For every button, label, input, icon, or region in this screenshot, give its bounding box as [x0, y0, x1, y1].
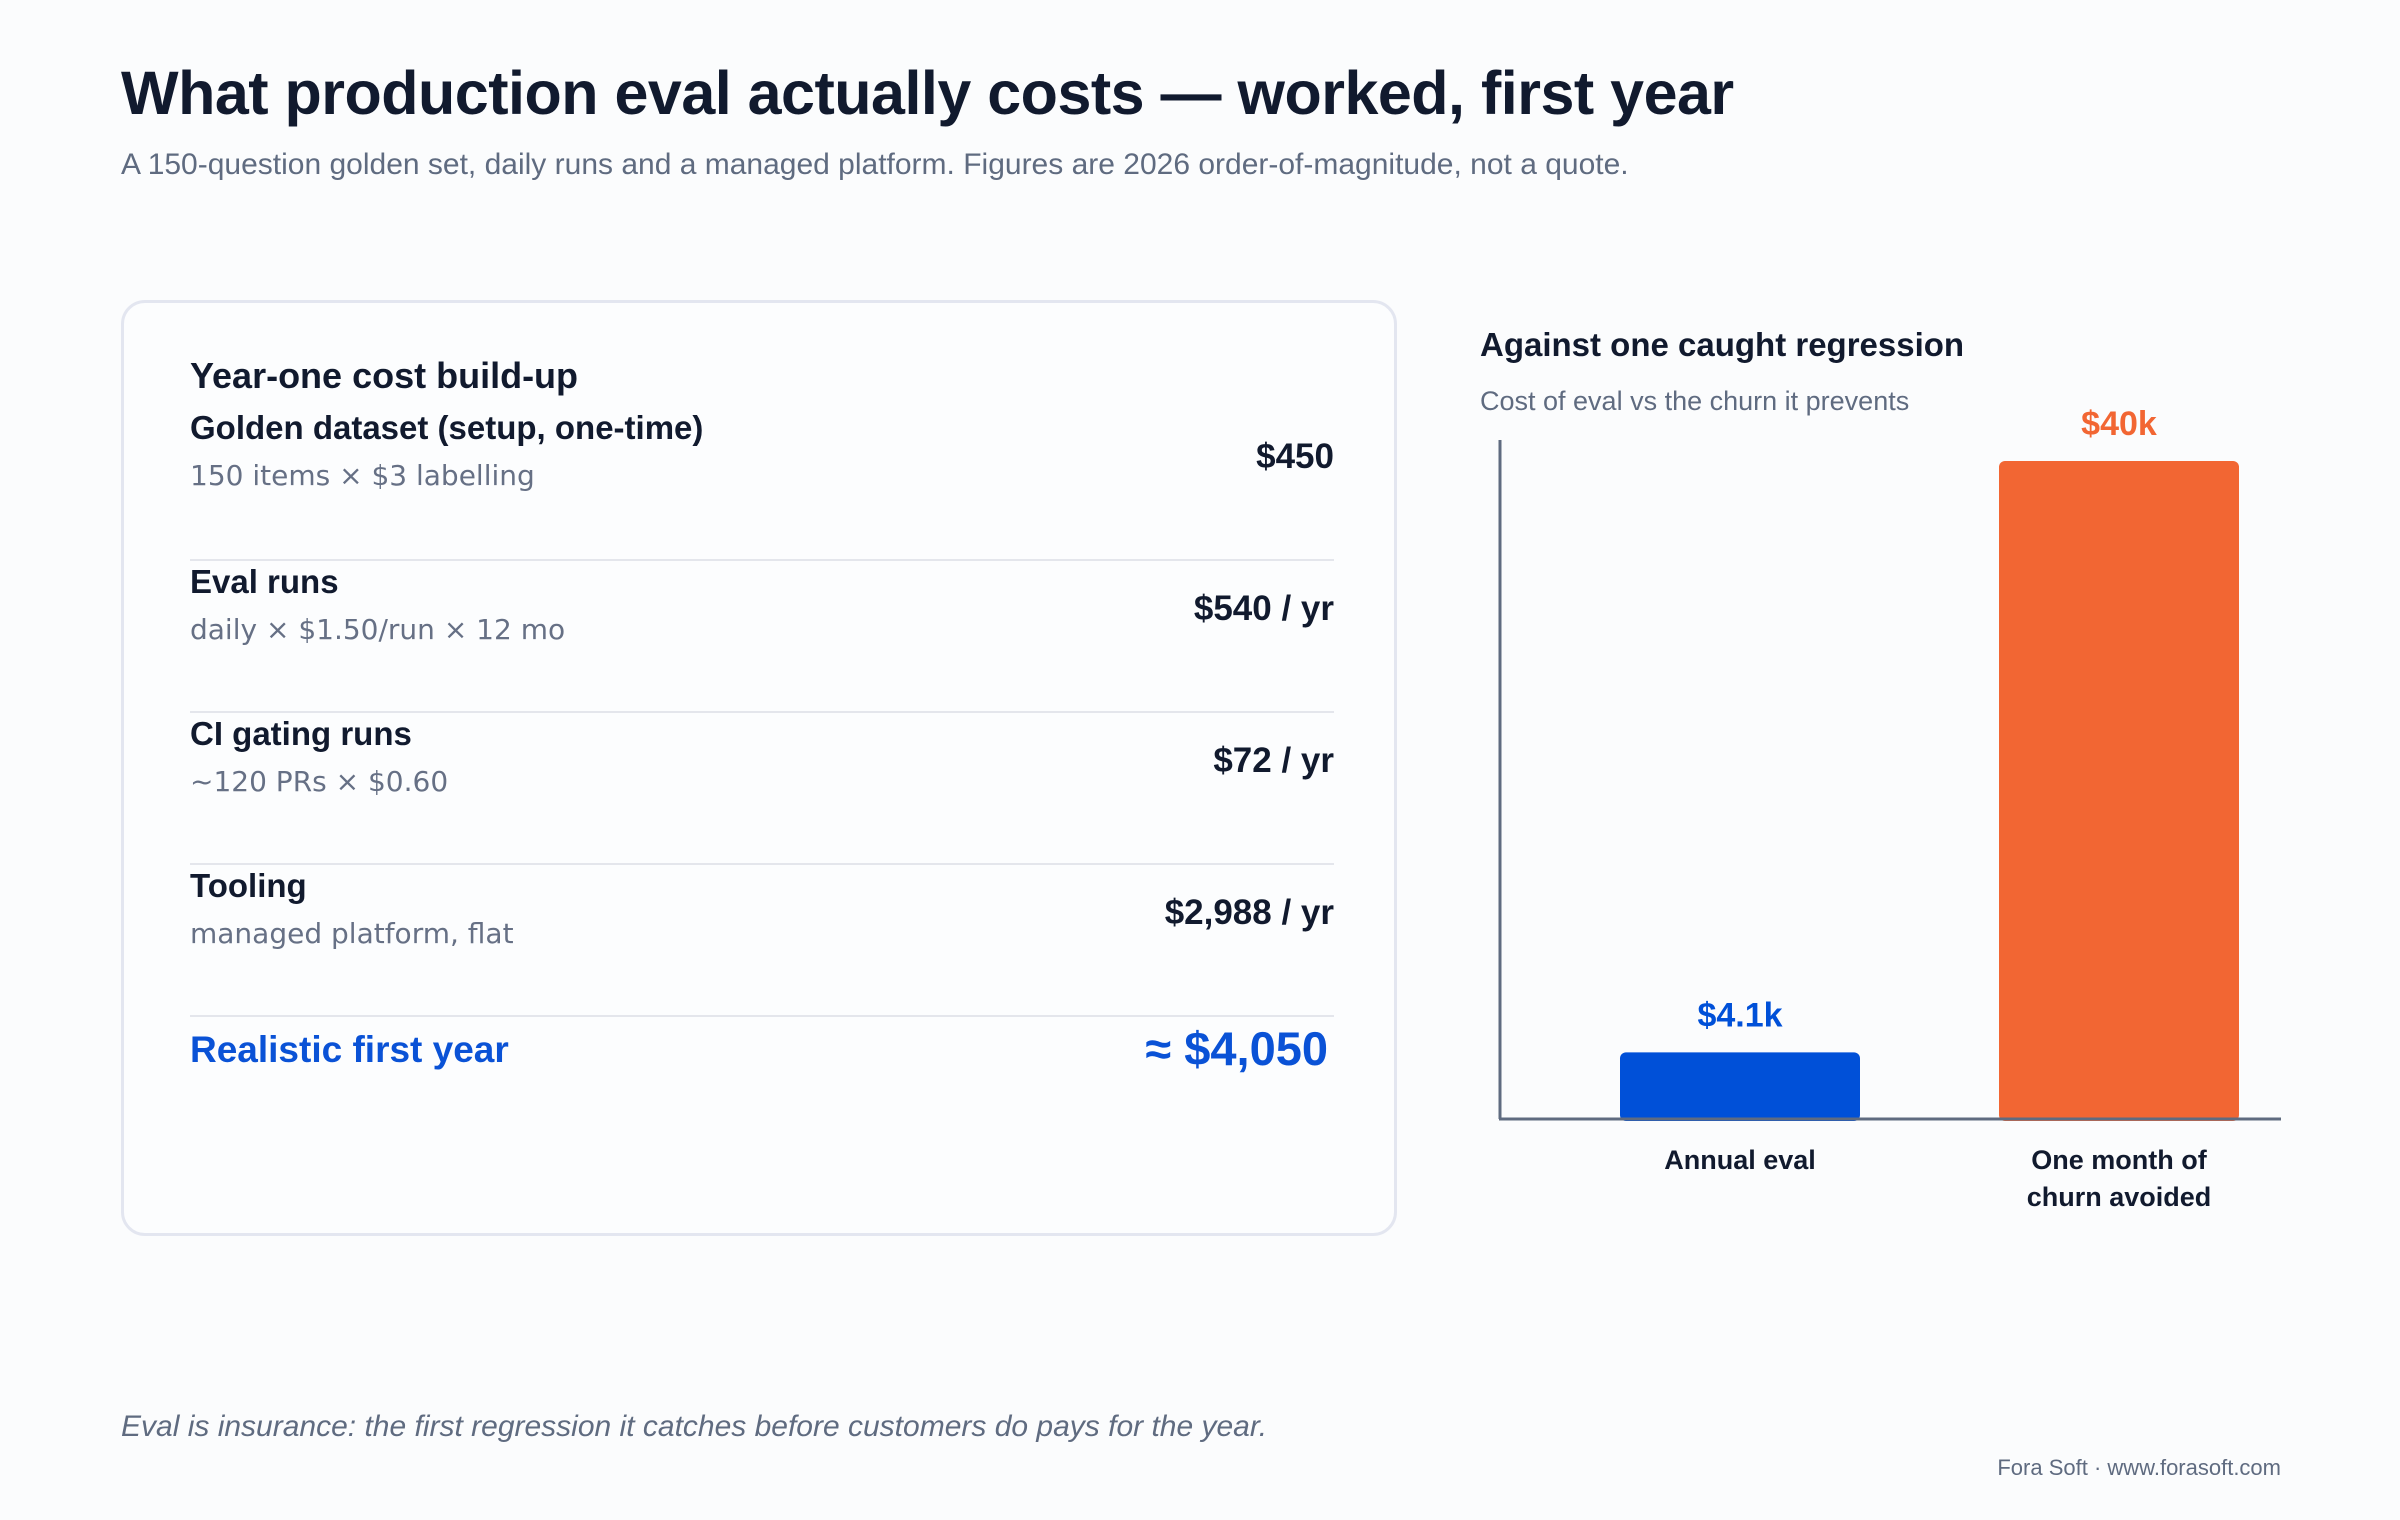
page-subtitle: A 150-question golden set, daily runs an…: [121, 148, 1629, 181]
cost-row-label: Tooling: [190, 867, 307, 904]
cost-row-label: Golden dataset (setup, one-time): [190, 409, 704, 446]
card-title: Year-one cost build-up: [190, 355, 579, 396]
cost-breakdown-card: Year-one cost build-up Golden dataset (s…: [121, 300, 1397, 1236]
category-label-0-0: Annual eval: [1664, 1145, 1816, 1175]
cost-row-amount: $2,988 / yr: [1164, 893, 1334, 932]
category-label-1-1: churn avoided: [2027, 1182, 2212, 1212]
cost-row-tooling: Tooling managed platform, flat $2,988 / …: [190, 865, 1334, 1017]
cost-row-label: Eval runs: [190, 563, 339, 600]
cost-row-detail: managed platform, flat: [190, 917, 514, 950]
cost-row-amount: $540 / yr: [1193, 589, 1334, 628]
bar-0: [1620, 1052, 1860, 1121]
cost-row-golden-dataset: Golden dataset (setup, one-time) 150 ite…: [190, 409, 1334, 561]
bar-value-label-1: $40k: [2081, 405, 2157, 443]
cost-row-amount: $72 / yr: [1213, 741, 1334, 780]
cost-row-amount: $450: [1256, 437, 1334, 476]
cost-row-detail: 150 items × $3 labelling: [190, 459, 535, 492]
chart-title: Against one caught regression: [1480, 326, 1965, 363]
cost-row-detail: ~120 PRs × $0.60: [190, 765, 449, 798]
bar-1: [1999, 461, 2239, 1121]
cost-row-detail: daily × $1.50/run × 12 mo: [190, 613, 566, 646]
footnote: Eval is insurance: the first regression …: [121, 1410, 1268, 1443]
bar-value-label-0: $4.1k: [1697, 996, 1782, 1034]
chart-subtitle: Cost of eval vs the churn it prevents: [1480, 386, 1910, 416]
category-label-1-0: One month of: [2031, 1145, 2207, 1175]
total-amount: ≈ $4,050: [1145, 1022, 1328, 1075]
cost-row-label: CI gating runs: [190, 715, 412, 752]
cost-row-ci-gating: CI gating runs ~120 PRs × $0.60 $72 / yr: [190, 713, 1334, 865]
cost-row-eval-runs: Eval runs daily × $1.50/run × 12 mo $540…: [190, 561, 1334, 713]
total-label: Realistic first year: [190, 1029, 509, 1070]
credit: Fora Soft · www.forasoft.com: [1997, 1455, 2281, 1480]
page-title: What production eval actually costs — wo…: [121, 59, 1734, 127]
